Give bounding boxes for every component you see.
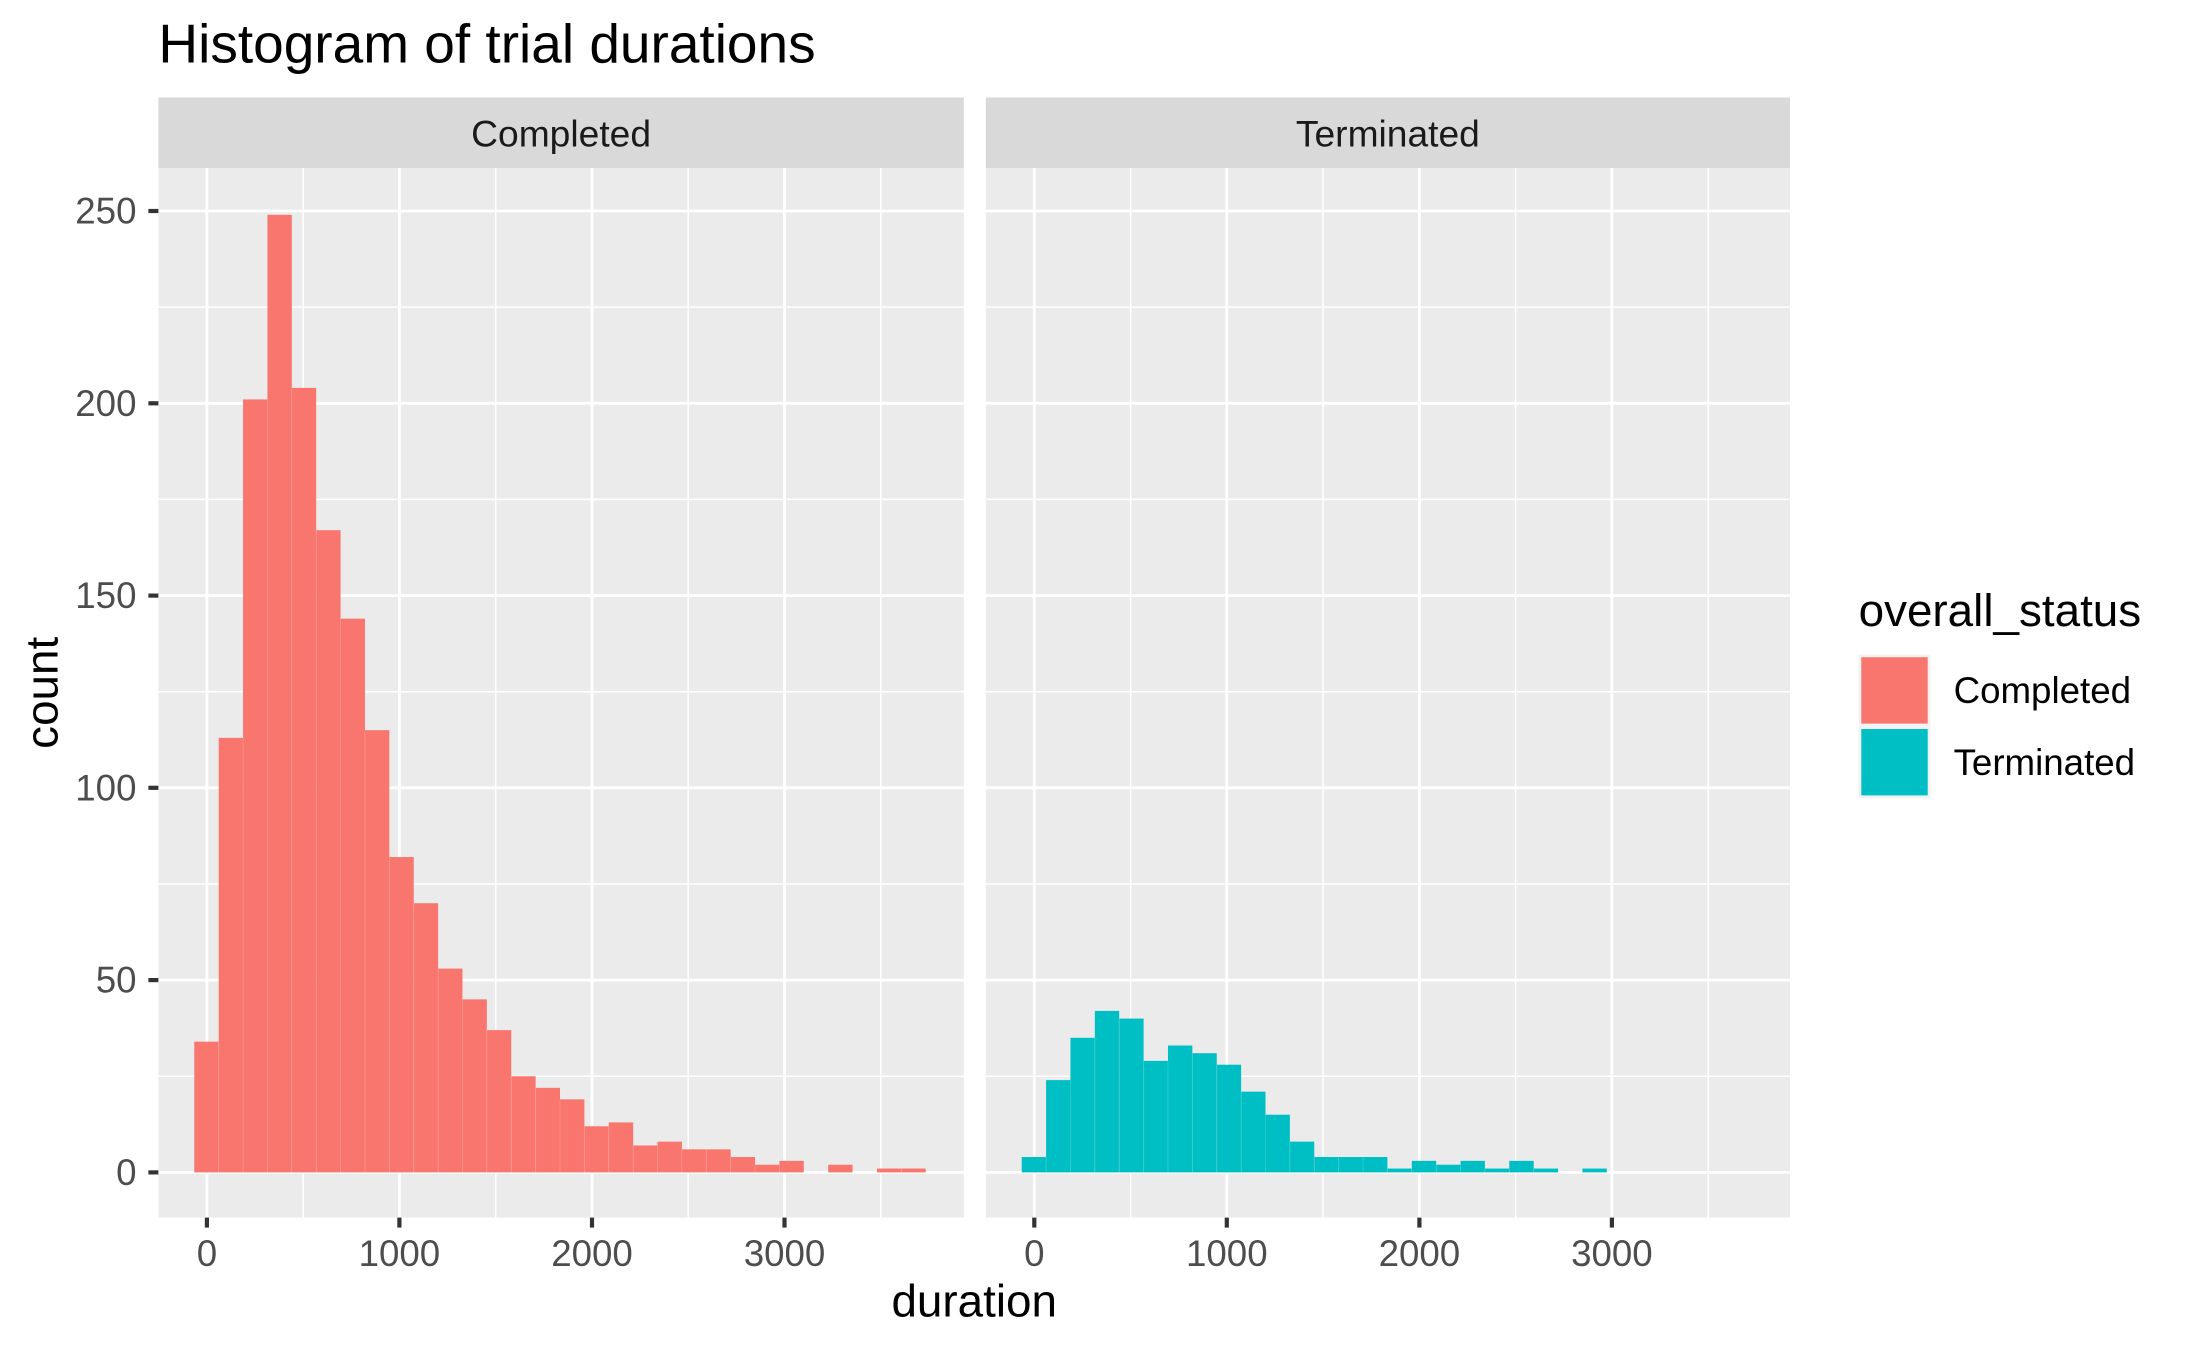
svg-text:150: 150	[75, 575, 136, 616]
svg-text:100: 100	[75, 767, 136, 808]
svg-text:overall_status: overall_status	[1859, 585, 2142, 636]
svg-text:0: 0	[116, 1152, 136, 1193]
svg-text:0: 0	[197, 1233, 217, 1274]
svg-text:0: 0	[1024, 1233, 1044, 1274]
svg-text:1000: 1000	[359, 1233, 441, 1274]
svg-text:Completed: Completed	[471, 113, 651, 155]
svg-text:Terminated: Terminated	[1296, 113, 1480, 155]
svg-text:2000: 2000	[1379, 1233, 1461, 1274]
svg-text:200: 200	[75, 383, 136, 424]
svg-text:duration: duration	[891, 1276, 1057, 1327]
svg-text:250: 250	[75, 191, 136, 232]
svg-text:3000: 3000	[744, 1233, 826, 1274]
svg-text:Terminated: Terminated	[1954, 742, 2135, 783]
svg-text:Completed: Completed	[1954, 670, 2131, 711]
svg-text:1000: 1000	[1186, 1233, 1268, 1274]
svg-text:count: count	[17, 637, 68, 749]
svg-text:2000: 2000	[551, 1233, 633, 1274]
svg-text:Histogram of trial durations: Histogram of trial durations	[158, 13, 815, 75]
svg-text:3000: 3000	[1571, 1233, 1653, 1274]
svg-text:50: 50	[96, 960, 137, 1001]
